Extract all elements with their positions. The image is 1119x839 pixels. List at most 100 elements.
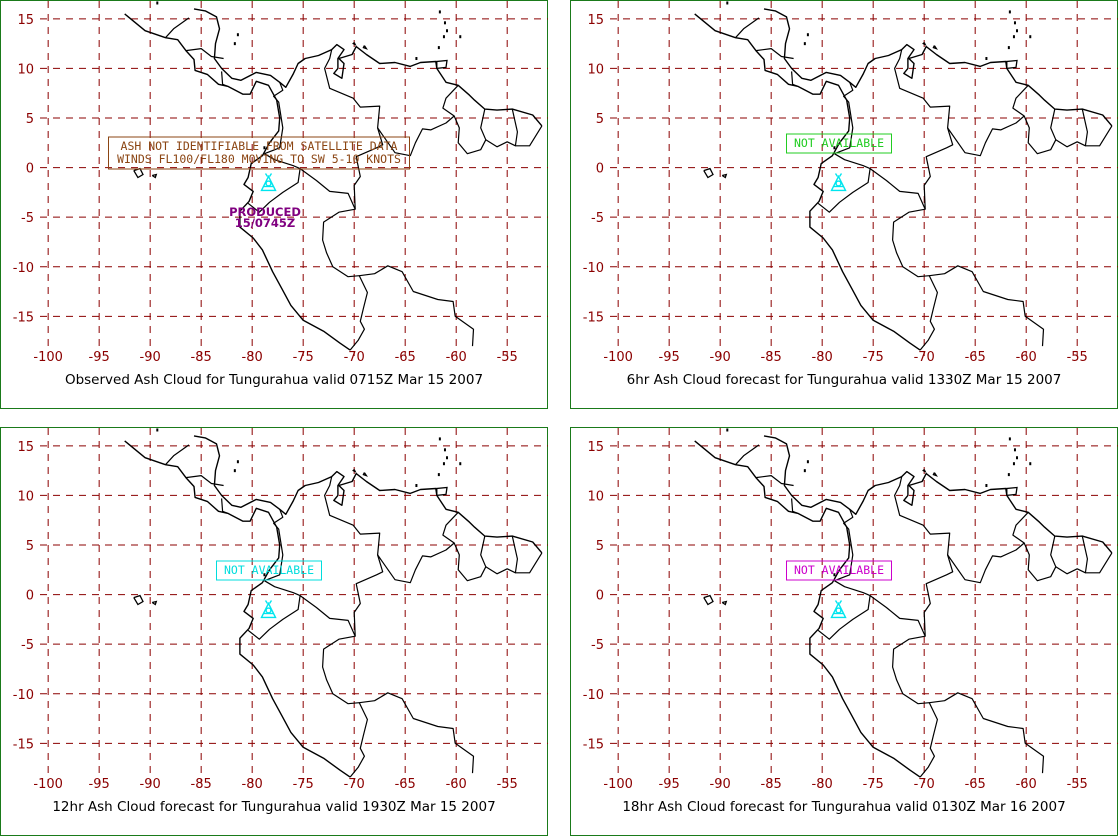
small-island <box>437 46 440 50</box>
lat-tick-label: 10 <box>587 62 604 77</box>
coastline <box>763 8 1113 127</box>
map-svg: -100 -95 -90 -85 -80 -75 -70 -65 -60 -55 15 10 5 0 -5 -… <box>13 1 548 365</box>
country-border <box>755 474 794 487</box>
coastlines <box>694 428 1113 778</box>
country-border <box>1023 108 1057 155</box>
lat-tick-label: 10 <box>17 62 34 77</box>
small-island <box>985 484 988 488</box>
small-island <box>803 42 806 46</box>
lat-tick-label: 5 <box>26 112 34 127</box>
country-border <box>817 153 871 213</box>
lon-tick-label: -85 <box>761 350 782 365</box>
lon-tick-label: -100 <box>33 350 63 365</box>
country-border <box>834 82 854 155</box>
lon-tick-label: -75 <box>293 777 314 792</box>
island <box>436 486 448 497</box>
coastline <box>193 8 543 127</box>
coastlines <box>124 428 543 778</box>
lon-tick-label: -55 <box>1067 350 1088 365</box>
island <box>352 42 357 47</box>
lon-tick-label: -85 <box>191 350 212 365</box>
small-island <box>1008 437 1011 441</box>
volcano-icon <box>830 600 847 619</box>
country-border <box>185 47 224 60</box>
country-border <box>834 509 854 582</box>
lon-tick-label: -80 <box>812 350 833 365</box>
lat-tick-label: -10 <box>13 261 34 276</box>
island <box>922 42 927 47</box>
lon-tick-label: -100 <box>33 777 63 792</box>
small-island <box>438 437 441 441</box>
lat-tick-label: 15 <box>17 13 34 28</box>
country-border <box>324 49 384 210</box>
lat-tick-label: 0 <box>596 162 604 177</box>
lon-tick-label: -75 <box>863 350 884 365</box>
country-border <box>791 498 798 514</box>
lon-tick-label: -65 <box>965 777 986 792</box>
note-text: NOT AVAILABLE <box>224 563 314 577</box>
status-note: ASH NOT IDENTIFIABLE FROM SATELLITE DATA… <box>108 136 410 170</box>
small-island <box>156 1 159 5</box>
island <box>703 167 714 179</box>
island <box>151 173 158 179</box>
panel-caption: 18hr Ash Cloud forecast for Tungurahua v… <box>622 799 1066 815</box>
country-border <box>515 552 543 574</box>
lon-tick-label: -90 <box>140 350 161 365</box>
small-island <box>1012 462 1015 466</box>
lat-tick-label: 0 <box>596 589 604 604</box>
small-island <box>726 1 729 5</box>
country-border <box>377 84 459 157</box>
lat-tick-label: -5 <box>21 211 34 226</box>
lon-tick-label: -85 <box>191 777 212 792</box>
country-border <box>735 17 760 39</box>
island <box>922 469 927 474</box>
lat-tick-label: 15 <box>587 440 604 455</box>
lon-tick-label: -75 <box>293 350 314 365</box>
country-border <box>1055 108 1089 148</box>
small-island <box>443 448 446 452</box>
coastline <box>763 435 1113 554</box>
island <box>932 45 938 50</box>
island <box>436 59 448 70</box>
island <box>1006 59 1018 70</box>
lon-tick-label: -70 <box>914 350 935 365</box>
country-border <box>869 168 938 351</box>
country-border <box>453 108 487 155</box>
country-border <box>791 71 798 87</box>
small-island <box>263 146 266 150</box>
country-border <box>247 580 301 640</box>
grid-lines <box>40 1 548 356</box>
island <box>362 472 368 477</box>
lon-tick-label: -60 <box>446 777 467 792</box>
note-box <box>108 136 410 170</box>
country-border <box>299 168 368 351</box>
lon-tick-label: -60 <box>1016 777 1037 792</box>
map-panel-18hr: -100 -95 -90 -85 -80 -75 -70 -65 -60 -55 15 10 5 0 -5 -… <box>570 427 1118 836</box>
lon-tick-label: -95 <box>659 350 680 365</box>
note-text: ASH NOT IDENTIFIABLE FROM SATELLITE DATA <box>121 139 398 153</box>
country-border <box>165 444 190 466</box>
lat-tick-label: -15 <box>13 737 34 752</box>
status-note: NOT AVAILABLE <box>786 133 892 154</box>
lon-tick-label: -90 <box>140 777 161 792</box>
coastline <box>124 13 351 351</box>
country-border <box>359 265 475 347</box>
small-island <box>459 35 462 39</box>
lon-tick-label: -95 <box>89 777 110 792</box>
lat-tick-label: 0 <box>26 162 34 177</box>
country-border <box>264 509 284 582</box>
lon-tick-label: -80 <box>812 777 833 792</box>
lat-tick-label: -5 <box>591 211 604 226</box>
note-text: WINDS FL100/FL180 MOVING TO SW 5-10 KNOT… <box>117 152 401 166</box>
lat-tick-label: 10 <box>17 489 34 504</box>
country-border <box>377 511 459 584</box>
lat-tick-label: 5 <box>596 112 604 127</box>
country-border <box>947 84 1029 157</box>
lon-tick-label: -65 <box>965 350 986 365</box>
lon-tick-label: -70 <box>344 777 365 792</box>
note-box <box>216 560 322 581</box>
country-border <box>185 474 224 487</box>
small-island <box>803 469 806 473</box>
map-panel-observed: -100 -95 -90 -85 -80 -75 -70 -65 -60 -55 15 10 5 0 -5 -… <box>0 0 548 409</box>
produced-text: 15/0745Z <box>235 216 296 230</box>
